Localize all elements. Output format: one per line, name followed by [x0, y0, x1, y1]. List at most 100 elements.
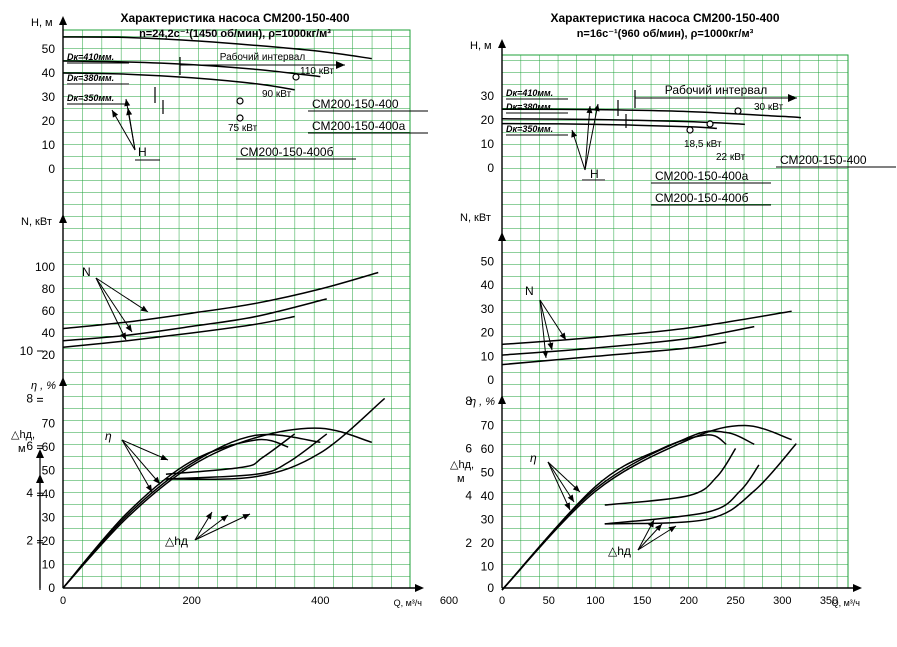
npsh-tick-label: 6 [465, 441, 472, 455]
pump-label: СМ200-150-400 [780, 153, 867, 167]
q-tick-label: 0 [60, 595, 66, 607]
eta-tick-label: 60 [42, 440, 56, 454]
chart-panel-1: Характеристика насоса СМ200-150-400 n=24,… [11, 11, 458, 608]
eta-axis-label: η , % [31, 380, 56, 392]
leader-arrowhead [140, 305, 148, 312]
leader-arrowhead [205, 512, 212, 520]
n-tick-label: 20 [42, 348, 56, 362]
eta-tick-label: 50 [42, 464, 56, 478]
npsh-curve-1 [165, 397, 386, 481]
eta-curve-1 [62, 427, 373, 589]
grid [501, 54, 849, 589]
origin-label: 0 [487, 581, 494, 595]
npsh-axis-arrow [36, 449, 44, 458]
chart-subtitle: n=16с⁻¹(960 об/мин), ρ=1000кг/м³ [577, 28, 754, 40]
rated-point-marker [292, 73, 300, 81]
leader-arrowhead [567, 494, 574, 502]
eta-curve-3 [501, 434, 727, 591]
npsh-axis-unit: м [457, 473, 465, 485]
leader-arrowhead [125, 324, 132, 332]
dk-label: Dк=380мм. [67, 73, 114, 83]
q-tick-label: 200 [182, 595, 200, 607]
npsh-group-label: △hд [165, 534, 188, 548]
y-axis-arrow [498, 39, 506, 48]
q-tick-label: 200 [680, 595, 698, 607]
npsh-tick-label: 8 [26, 391, 33, 405]
q-tick-label: 50 [543, 595, 555, 607]
h-tick-label: 10 [481, 137, 495, 151]
npsh-tick-label: 2 [465, 536, 472, 550]
power-label: 30 кВт [754, 102, 784, 113]
n-tick-label: 50 [481, 255, 495, 269]
h-tick-label: 40 [42, 66, 56, 80]
q-tick-label: 150 [633, 595, 651, 607]
n-tick-label: 0 [487, 373, 494, 387]
grid [62, 29, 411, 589]
rated-point-marker [236, 97, 244, 105]
npsh-tick-label: 4 [26, 486, 33, 500]
leader-arrowhead [572, 485, 580, 492]
leader-line [95, 277, 127, 341]
q-tick-label: 300 [773, 595, 791, 607]
leader-line [547, 461, 581, 493]
eta-curve-2 [62, 433, 321, 589]
n-axis-label: N, кВт [460, 212, 491, 224]
n-tick-label: 40 [42, 326, 56, 340]
h-tick-label: 0 [48, 162, 55, 176]
h-curve-3 [501, 122, 717, 130]
leader-arrowhead [547, 342, 554, 350]
h-group-label: H [590, 167, 599, 181]
pump-label: СМ200-150-400а [312, 119, 406, 133]
n-curve-2 [62, 298, 327, 342]
leader-line [547, 461, 571, 511]
leader-arrowhead [145, 484, 152, 492]
working-interval-arrow [336, 61, 345, 69]
leader-arrowhead [593, 104, 600, 112]
h-tick-label: 50 [42, 42, 56, 56]
power-label: 75 кВт [228, 123, 258, 134]
power-label: 90 кВт [262, 89, 292, 100]
npsh-tick-label: 8 [465, 394, 472, 408]
h-curve-2 [501, 118, 745, 126]
leader-arrowhead [160, 454, 168, 460]
eta-tick-label: 20 [481, 536, 495, 550]
npsh-curve-2 [604, 464, 760, 525]
n-group-label: N [525, 284, 534, 298]
h-tick-label: 10 [42, 138, 56, 152]
h-tick-label: 30 [481, 89, 495, 103]
n-curve-3 [501, 341, 727, 366]
chart-subtitle: n=24,2с⁻¹(1450 об/мин), ρ=1000кг/м³ [139, 28, 331, 40]
eta-tick-label: 70 [481, 419, 495, 433]
eta-axis-arrow [498, 395, 506, 404]
dk-label: Dк=410мм. [506, 88, 553, 98]
x-axis-arrow [853, 584, 862, 592]
rated-point-marker [236, 114, 244, 122]
leader-line [125, 98, 136, 151]
npsh-axis-arrow [36, 474, 44, 483]
leader-line [95, 277, 133, 333]
leader-arrowhead [564, 502, 570, 510]
h-axis-label: H, м [31, 17, 53, 29]
y-axis-arrow [59, 16, 67, 25]
rated-point-marker [706, 120, 714, 128]
npsh-curve-2 [165, 433, 328, 480]
npsh-curve-1 [604, 443, 797, 525]
power-label: 110 кВт [300, 66, 334, 77]
h-tick-label: 20 [481, 113, 495, 127]
npsh-tick-label: 6 [26, 439, 33, 453]
leader-arrowhead [124, 99, 131, 107]
x-axis-label: Q, м³/ч [394, 598, 423, 608]
x-axis-label: Q, м³/ч [832, 598, 861, 608]
working-interval-arrow [788, 94, 797, 102]
leader-line [539, 299, 553, 351]
leader-arrowhead [571, 130, 578, 138]
n-tick-label: 10 [481, 349, 495, 363]
h-tick-label: 30 [42, 90, 56, 104]
eta-tick-label: 30 [481, 513, 495, 527]
eta-axis-label: η , % [470, 396, 495, 408]
leader-line [121, 439, 161, 485]
leader-arrowhead [220, 515, 228, 522]
eta-tick-label: 30 [42, 511, 56, 525]
leader-line [571, 129, 586, 171]
